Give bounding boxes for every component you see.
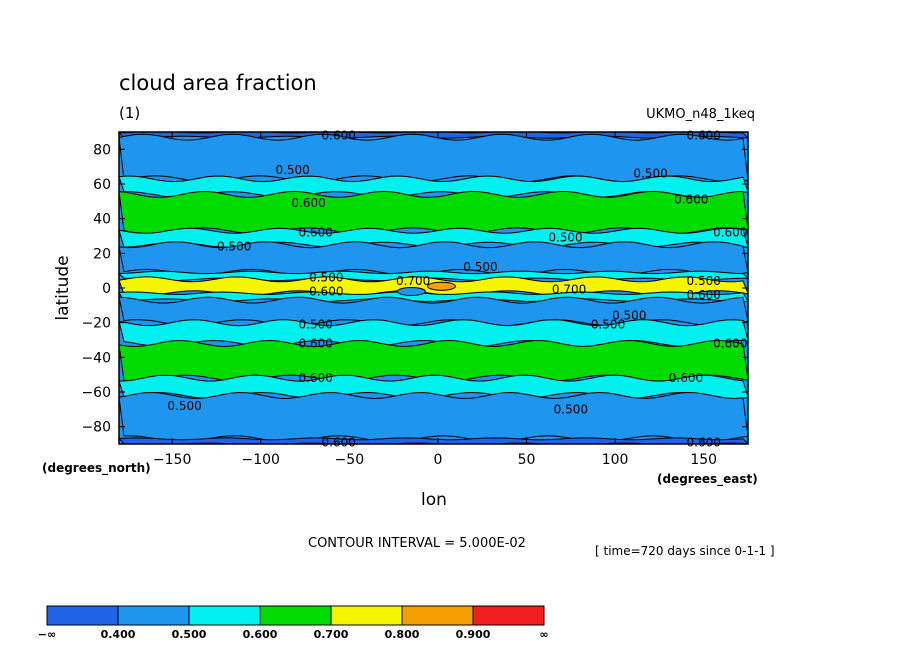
x-tick-label: 0 xyxy=(433,452,442,468)
contour-label: 0.600 xyxy=(713,336,747,350)
contour-label: 0.500 xyxy=(554,402,588,416)
y-tick-label: 60 xyxy=(93,177,111,193)
y-tick-label: −60 xyxy=(81,385,111,401)
colorbar-swatch xyxy=(330,605,403,626)
y-tick-label: 80 xyxy=(93,142,111,158)
contour-label: 0.500 xyxy=(633,167,667,181)
contour-label: 0.600 xyxy=(669,371,703,385)
colorbar-swatch xyxy=(472,605,545,626)
contour-label: 0.500 xyxy=(548,231,582,245)
contour-label: 0.500 xyxy=(463,260,497,274)
contour-label: 0.600 xyxy=(298,371,332,385)
model-label: UKMO_n48_1keq xyxy=(646,107,755,122)
contour-label: 0.600 xyxy=(309,284,343,298)
colorbar-swatch xyxy=(117,605,190,626)
x-tick-label: 150 xyxy=(690,452,717,468)
y-unit-label: (degrees_north) xyxy=(42,461,151,476)
colorbar-label: 0.800 xyxy=(385,628,420,641)
units-label: (1) xyxy=(119,104,140,122)
contour-label: 0.600 xyxy=(687,288,721,302)
contour-interval-text: CONTOUR INTERVAL = 5.000E-02 xyxy=(308,536,526,551)
y-axis-title: latitude xyxy=(53,255,73,320)
colorbar: −∞ 0.400 0.500 0.600 0.700 0.800 0.900 ∞ xyxy=(38,605,549,641)
colorbar-label: 0.500 xyxy=(172,628,207,641)
x-unit-label: (degrees_east) xyxy=(657,472,758,487)
contour-band xyxy=(118,391,749,443)
colorbar-swatch xyxy=(188,605,261,626)
time-text: [ time=720 days since 0-1-1 ] xyxy=(595,544,775,558)
contour-label: 0.600 xyxy=(322,435,356,449)
colorbar-label: 0.900 xyxy=(456,628,491,641)
contour-label: 0.700 xyxy=(396,274,430,288)
colorbar-swatch xyxy=(401,605,474,626)
contour-patch xyxy=(396,286,426,296)
contour-label: 0.600 xyxy=(713,226,747,240)
colorbar-swatch xyxy=(259,605,332,626)
y-tick-label: −80 xyxy=(81,420,111,436)
colorbar-label: ∞ xyxy=(539,628,548,641)
y-tick-label: 20 xyxy=(93,246,111,262)
contour-label: 0.500 xyxy=(217,239,251,253)
contour-label: 0.500 xyxy=(309,271,343,285)
contour-label: 0.500 xyxy=(298,317,332,331)
contour-label: 0.500 xyxy=(687,274,721,288)
colorbar-label: 0.600 xyxy=(243,628,278,641)
contour-label: 0.600 xyxy=(674,193,708,207)
contour-label: 0.500 xyxy=(275,163,309,177)
y-tick-label: 0 xyxy=(102,281,111,297)
contour-band xyxy=(117,437,750,445)
colorbar-swatch xyxy=(46,605,119,626)
x-tick-label: −150 xyxy=(153,452,191,468)
x-tick-label: 100 xyxy=(602,452,629,468)
chart-title: cloud area fraction xyxy=(119,71,317,95)
contour-label: 0.500 xyxy=(167,399,201,413)
colorbar-label: −∞ xyxy=(38,628,56,641)
contour-label: 0.700 xyxy=(552,283,586,297)
x-tick-label: −50 xyxy=(335,452,365,468)
contour-label: 0.600 xyxy=(298,336,332,350)
contour-label: 0.600 xyxy=(291,196,325,210)
y-tick-label: 40 xyxy=(93,212,111,228)
x-tick-label: −100 xyxy=(242,452,280,468)
x-axis-title: lon xyxy=(421,490,447,510)
contour-band xyxy=(118,190,749,235)
y-tick-label: −40 xyxy=(81,350,111,366)
contour-label: 0.600 xyxy=(322,128,356,142)
axis-ticks: −150 −100 −50 0 50 100 150 80 60 40 20 0 −20 −40 −60 −8… xyxy=(81,132,748,468)
contour-label: 0.500 xyxy=(591,317,625,331)
contour-patch xyxy=(426,281,456,291)
contour-label: 0.500 xyxy=(612,309,646,323)
x-tick-label: 50 xyxy=(518,452,536,468)
colorbar-label: 0.700 xyxy=(314,628,349,641)
colorbar-label: 0.400 xyxy=(101,628,136,641)
contour-label: 0.600 xyxy=(298,226,332,240)
y-tick-label: −20 xyxy=(81,316,111,332)
